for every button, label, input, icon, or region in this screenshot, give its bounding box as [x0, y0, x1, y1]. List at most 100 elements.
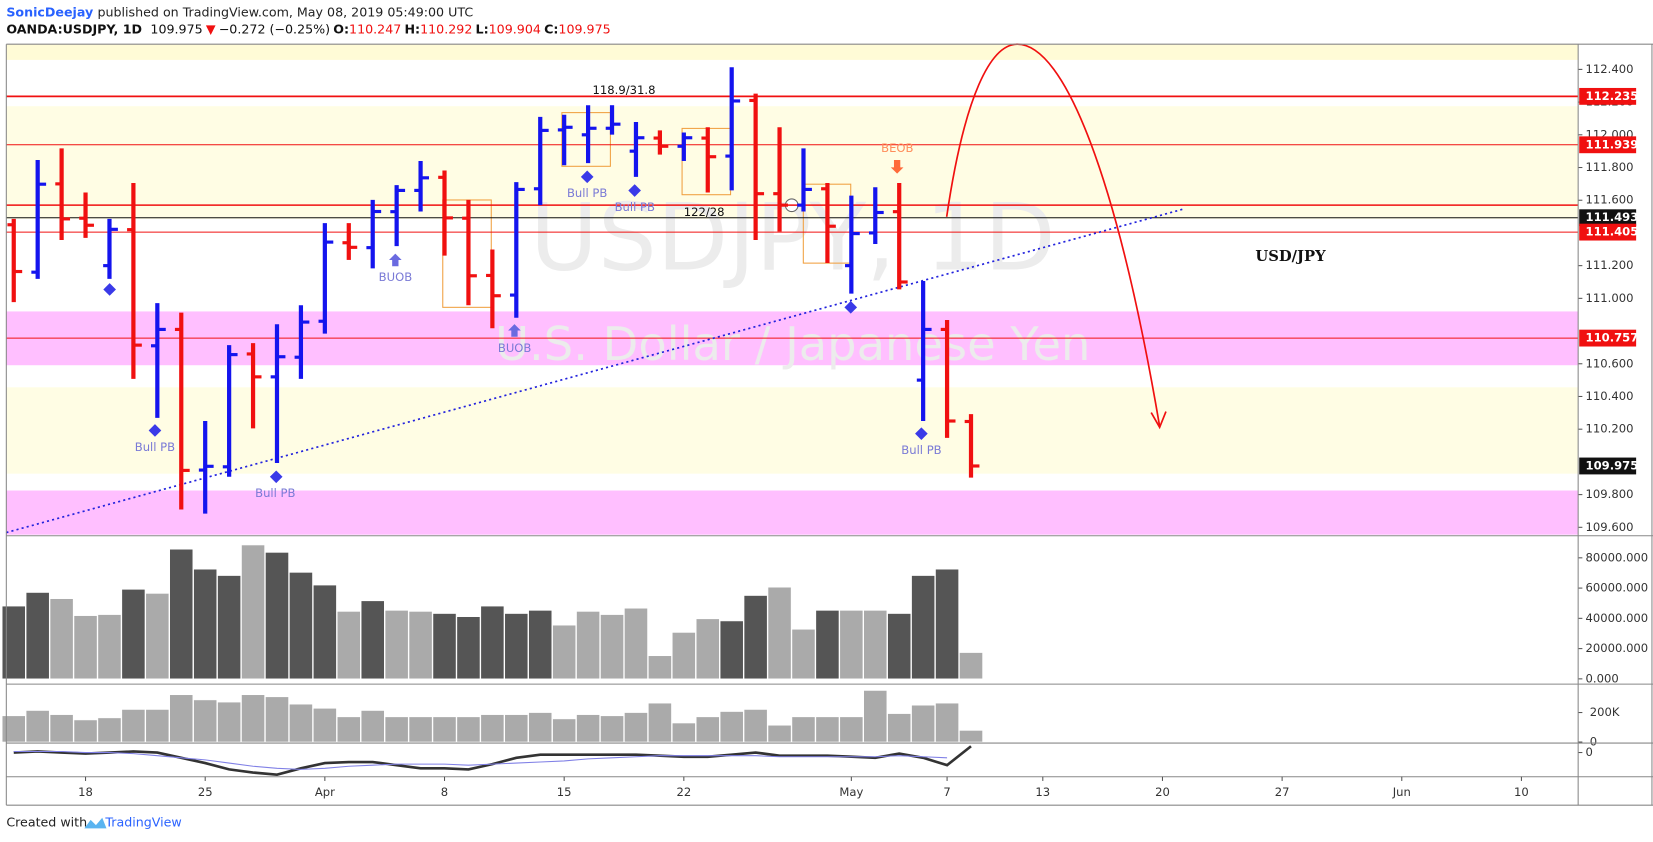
volume-bar [552, 624, 577, 680]
diamond-marker [628, 184, 641, 197]
y-tick-label: 110.400 [1586, 389, 1634, 403]
o-value: 110.247 [349, 21, 401, 36]
volume-bar [647, 655, 672, 680]
volume-bar [767, 586, 792, 680]
volume-bar [743, 595, 768, 680]
volume-bar [480, 605, 505, 680]
volume-bar [289, 572, 313, 680]
projection-curve [945, 43, 1161, 427]
x-tick-label: 25 [198, 785, 213, 799]
histogram-bar [935, 702, 959, 743]
histogram-bar [432, 716, 457, 743]
o-label: O: [333, 21, 349, 36]
histogram-bar [695, 716, 720, 743]
y-tick-label: 110.200 [1586, 422, 1634, 436]
x-tick-label: May [839, 785, 863, 799]
y-tick-label: 109.600 [1586, 520, 1634, 534]
logo [84, 817, 107, 829]
volume-bar [217, 575, 242, 680]
x-tick-label: 13 [1035, 785, 1050, 799]
histogram-bar [336, 716, 361, 743]
oscillator-line [13, 750, 948, 770]
watermark-sub: U.S. Dollar / Japanese Yen [495, 317, 1090, 371]
volume-bar [863, 610, 888, 680]
histogram-bar [145, 709, 170, 743]
price-label: 109.975 [1586, 458, 1639, 472]
price-label-box [1579, 87, 1637, 105]
up-arrow [389, 253, 402, 267]
volume-bar [408, 611, 433, 680]
histogram-bar [815, 716, 840, 743]
histogram-bar [743, 709, 768, 743]
volume-tick-label: 80000.000 [1586, 550, 1649, 564]
histogram-bar [217, 701, 242, 743]
volume-tick-label: 40000.000 [1586, 611, 1649, 625]
y-tick-label: 111.000 [1586, 291, 1634, 305]
price-label-box [1579, 329, 1637, 347]
author: SonicDeejay [6, 4, 93, 19]
volume-bar [528, 610, 553, 680]
volume-bar [719, 620, 744, 680]
annotation: Bull PB [615, 200, 655, 214]
histogram-bar [552, 718, 577, 743]
annotation: 118.9/31.8 [593, 83, 656, 97]
l-value: 109.904 [489, 21, 541, 36]
volume-bar [839, 610, 864, 680]
volume-bar [1, 605, 26, 680]
footer-text: Created with [6, 815, 87, 830]
zone [6, 44, 1579, 60]
histogram-bar [504, 714, 529, 743]
y-tick-label: 109.800 [1586, 487, 1634, 501]
volume-bar [671, 632, 696, 680]
histogram-bar [528, 712, 553, 743]
price-label: 111.939 [1586, 137, 1639, 151]
volume-tick-label: 60000.000 [1586, 581, 1649, 595]
histogram-bar [959, 730, 983, 743]
y-tick-label: 111.800 [1586, 160, 1634, 174]
volume-bar [241, 544, 265, 680]
price-label-box [1579, 223, 1637, 241]
volume-bar [432, 613, 457, 680]
volume-bar [600, 614, 624, 680]
histogram-bar [25, 710, 50, 743]
symbol: OANDA:USDJPY, 1D [6, 21, 142, 36]
header-line1: SonicDeejay published on TradingView.com,… [6, 4, 473, 19]
histogram-bar [887, 713, 912, 743]
histogram-bar [647, 702, 672, 743]
volume-bar [336, 611, 361, 680]
price-label-box [1579, 457, 1637, 475]
histogram-tick-label: 200K [1590, 705, 1620, 719]
h-label: H: [404, 21, 420, 36]
h-value: 110.292 [420, 21, 472, 36]
last-price: 109.975 [150, 21, 202, 36]
histogram-bar [121, 709, 146, 743]
histogram-bar [265, 696, 289, 743]
histogram-bar [456, 716, 481, 743]
histogram-bar [408, 716, 433, 743]
price-label-box [1579, 136, 1637, 154]
price-label: 110.757 [1586, 331, 1639, 345]
x-tick-label: 18 [78, 785, 93, 799]
y-tick-label: 111.600 [1586, 193, 1634, 207]
volume-bar [935, 568, 959, 680]
volume-bar [193, 568, 218, 680]
header-line2: OANDA:USDJPY, 1D 109.975 ▼ −0.272 (−0.25%) O… [6, 21, 610, 36]
volume-bar [145, 593, 170, 680]
histogram-bar [600, 715, 624, 743]
volume-bar [169, 548, 194, 680]
volume-bar [887, 613, 912, 680]
volume-bar [121, 588, 146, 680]
annotation: BUOB [498, 341, 532, 355]
y-tick-label: 112.400 [1586, 62, 1634, 76]
change: −0.272 (−0.25%) [219, 21, 330, 36]
annotation: BEOB [881, 141, 913, 155]
histogram-bar [360, 710, 385, 743]
diamond-marker [269, 470, 283, 484]
x-tick-label: 22 [676, 785, 691, 799]
diamond-marker [148, 424, 162, 437]
histogram-bar [767, 724, 792, 743]
volume-bar [911, 575, 936, 680]
histogram-bar [73, 719, 98, 743]
annotation: USD/JPY [1255, 248, 1326, 265]
